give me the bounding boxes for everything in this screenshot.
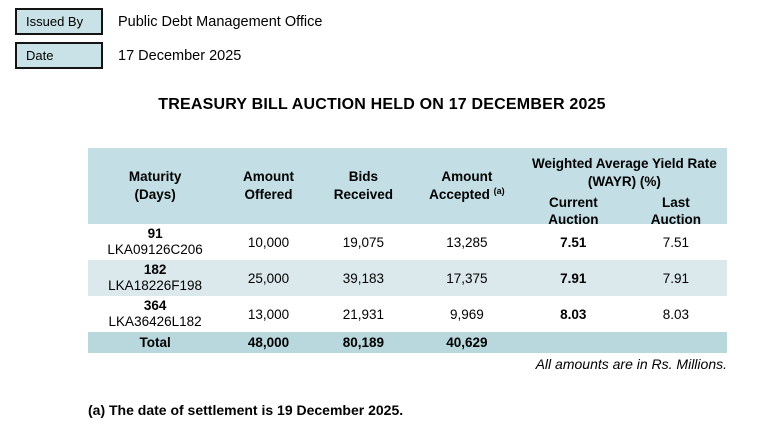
header-accepted-word: Accepted [429, 187, 490, 202]
table-header-row: Maturity (Days) Amount Offered Bids Rece… [88, 148, 727, 227]
table-row-91: 91 LKA09126C206 10,000 19,075 13,285 7.5… [88, 224, 727, 260]
cell-maturity: 91 LKA09126C206 [88, 224, 222, 260]
isin-code: LKA09126C206 [107, 242, 203, 257]
page-title: TREASURY BILL AUCTION HELD ON 17 DECEMBE… [158, 96, 606, 113]
cell-wayr-last: 8.03 [662, 306, 689, 322]
total-amount-offered: 48,000 [247, 335, 290, 350]
cell-bids-received: 19,075 [342, 234, 385, 250]
date-box: Date [15, 42, 103, 69]
date-value: 17 December 2025 [118, 48, 242, 64]
total-wayr-last-empty [625, 332, 727, 353]
header-maturity: Maturity (Days) [88, 148, 222, 224]
cell-maturity: 182 LKA18226F198 [88, 260, 222, 296]
table-total-row: Total 48,000 80,189 40,629 [88, 332, 727, 353]
total-amount-accepted: 40,629 [446, 335, 488, 350]
header-wayr-group: Weighted Average Yield Rate (WAYR) (%) C… [522, 148, 727, 227]
cell-amount-offered: 13,000 [247, 306, 290, 322]
cell-amount-offered: 25,000 [247, 270, 290, 286]
cell-amount-accepted: 9,969 [450, 306, 484, 322]
table-row-182: 182 LKA18226F198 25,000 39,183 17,375 7.… [88, 260, 727, 296]
cell-amount-accepted: 17,375 [446, 270, 488, 286]
header-bids-line1: Bids [348, 169, 379, 185]
settlement-footnote: (a) The date of settlement is 19 Decembe… [88, 402, 404, 418]
header-accepted-line2: Accepted (a) [429, 186, 505, 204]
header-current-auction: Current Auction [522, 194, 625, 230]
cell-wayr-last: 7.91 [662, 270, 689, 286]
header-last-auction: Last Auction [625, 194, 727, 230]
cell-amount-offered: 10,000 [247, 234, 290, 250]
total-bids-received: 80,189 [342, 335, 385, 350]
date-label: Date [26, 48, 54, 63]
header-current-line2: Auction [548, 212, 599, 228]
wayr-label-line1: Weighted Average Yield Rate [532, 156, 717, 171]
header-maturity-line2: (Days) [134, 187, 176, 202]
header-last-line1: Last [662, 194, 690, 210]
cell-bids-received: 21,931 [342, 306, 385, 322]
wayr-group-label: Weighted Average Yield Rate (WAYR) (%) [522, 155, 727, 191]
header-current-line1: Current [548, 194, 598, 210]
issued-by-value: Public Debt Management Office [118, 14, 323, 30]
isin-code: LKA18226F198 [108, 278, 202, 293]
cell-wayr-current: 8.03 [560, 306, 587, 322]
header-offered-line1: Amount [243, 169, 294, 185]
cell-wayr-current: 7.51 [560, 234, 587, 250]
header-maturity-line1: Maturity [128, 169, 182, 185]
header-offered-line2: Offered [244, 187, 293, 202]
cell-amount-accepted: 13,285 [446, 234, 488, 250]
wayr-label-line2: (WAYR) (%) [587, 173, 661, 189]
table-row-364: 364 LKA36426L182 13,000 21,931 9,969 8.0… [88, 296, 727, 332]
cell-maturity: 364 LKA36426L182 [88, 296, 222, 332]
header-bids-received: Bids Received [315, 148, 412, 224]
header-amount-offered: Amount Offered [222, 148, 315, 224]
total-wayr-current-empty [522, 332, 625, 353]
auction-table: Maturity (Days) Amount Offered Bids Rece… [88, 148, 727, 353]
isin-code: LKA36426L182 [108, 314, 202, 329]
issued-by-label: Issued By [26, 14, 84, 29]
cell-bids-received: 39,183 [342, 270, 385, 286]
maturity-days: 91 [147, 225, 163, 241]
header-last-line2: Auction [650, 212, 701, 228]
cell-wayr-current: 7.91 [560, 270, 587, 286]
issued-by-box: Issued By [15, 8, 103, 35]
header-amount-accepted: Amount Accepted (a) [412, 148, 522, 224]
cell-wayr-last: 7.51 [662, 234, 689, 250]
wayr-subheaders: Current Auction Last Auction [522, 194, 727, 230]
header-accepted-line1: Amount [441, 169, 493, 185]
maturity-days: 364 [143, 297, 167, 313]
header-bids-line2: Received [333, 187, 394, 202]
total-label: Total [139, 335, 171, 350]
units-note: All amounts are in Rs. Millions. [535, 356, 727, 372]
maturity-days: 182 [143, 261, 167, 277]
footnote-marker: (a) [493, 186, 505, 196]
